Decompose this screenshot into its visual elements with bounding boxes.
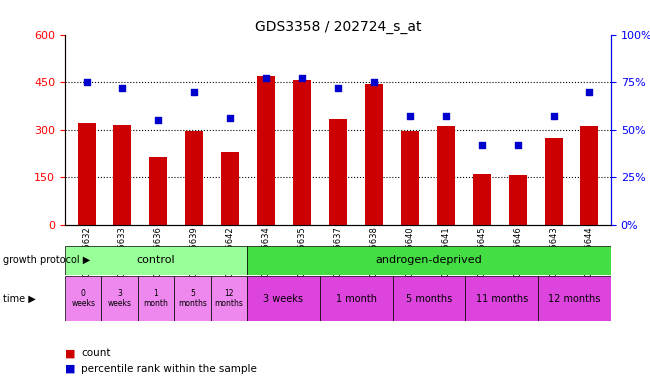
Bar bbox=[393, 276, 465, 321]
Bar bbox=[114, 125, 131, 225]
Text: androgen-deprived: androgen-deprived bbox=[376, 255, 482, 265]
Text: 5 months: 5 months bbox=[406, 293, 452, 304]
Point bbox=[225, 115, 235, 121]
Point bbox=[476, 142, 487, 148]
Bar bbox=[545, 137, 562, 225]
Point bbox=[297, 75, 307, 81]
Title: GDS3358 / 202724_s_at: GDS3358 / 202724_s_at bbox=[255, 20, 421, 33]
Bar bbox=[211, 276, 247, 321]
Bar bbox=[257, 76, 275, 225]
Bar bbox=[101, 276, 138, 321]
Text: 3 weeks: 3 weeks bbox=[263, 293, 304, 304]
Bar bbox=[473, 174, 491, 225]
Text: 12
months: 12 months bbox=[214, 289, 243, 308]
Text: 11 months: 11 months bbox=[476, 293, 528, 304]
Text: 0
weeks: 0 weeks bbox=[72, 289, 95, 308]
Bar bbox=[185, 131, 203, 225]
Point bbox=[189, 89, 200, 95]
Text: time ▶: time ▶ bbox=[3, 293, 36, 304]
Bar bbox=[77, 123, 96, 225]
Point bbox=[584, 89, 595, 95]
Point bbox=[369, 79, 379, 85]
Point bbox=[117, 85, 127, 91]
Text: growth protocol ▶: growth protocol ▶ bbox=[3, 255, 90, 265]
Point bbox=[441, 113, 451, 119]
Bar bbox=[329, 119, 347, 225]
Bar bbox=[247, 276, 320, 321]
Bar bbox=[65, 276, 101, 321]
Bar bbox=[138, 276, 174, 321]
Bar bbox=[508, 175, 526, 225]
Bar bbox=[465, 276, 538, 321]
Point bbox=[153, 117, 164, 123]
Text: 5
months: 5 months bbox=[178, 289, 207, 308]
Bar bbox=[221, 152, 239, 225]
Bar bbox=[65, 246, 247, 275]
Text: 3
weeks: 3 weeks bbox=[108, 289, 131, 308]
Bar bbox=[320, 276, 393, 321]
Text: 12 months: 12 months bbox=[549, 293, 601, 304]
Bar bbox=[365, 84, 383, 225]
Text: count: count bbox=[81, 348, 110, 358]
Bar bbox=[174, 276, 211, 321]
Text: ■: ■ bbox=[65, 348, 75, 358]
Point bbox=[81, 79, 92, 85]
Point bbox=[405, 113, 415, 119]
Bar bbox=[150, 157, 168, 225]
Point bbox=[333, 85, 343, 91]
Bar bbox=[437, 126, 455, 225]
Text: ■: ■ bbox=[65, 364, 75, 374]
Bar bbox=[401, 131, 419, 225]
Point bbox=[549, 113, 559, 119]
Point bbox=[512, 142, 523, 148]
Text: control: control bbox=[136, 255, 176, 265]
Bar bbox=[538, 276, 611, 321]
Point bbox=[261, 75, 271, 81]
Bar bbox=[293, 81, 311, 225]
Text: 1
month: 1 month bbox=[144, 289, 168, 308]
Bar bbox=[247, 246, 611, 275]
Text: 1 month: 1 month bbox=[335, 293, 377, 304]
Bar bbox=[580, 126, 599, 225]
Text: percentile rank within the sample: percentile rank within the sample bbox=[81, 364, 257, 374]
